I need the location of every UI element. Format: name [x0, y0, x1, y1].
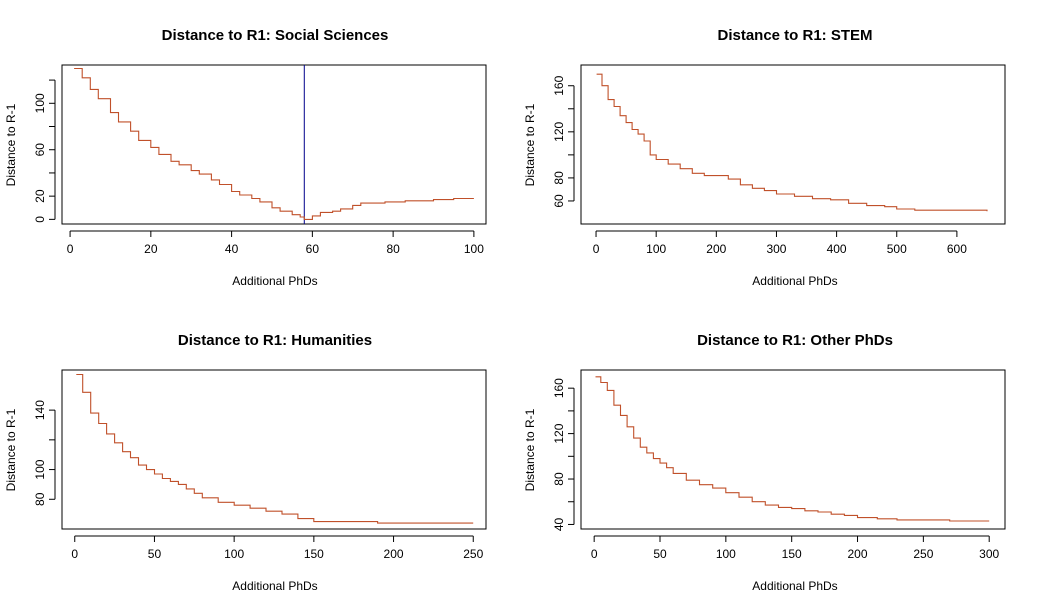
y-axis-label: Distance to R-1 [4, 408, 18, 491]
x-tick-label: 200 [384, 547, 404, 561]
x-tick-label: 0 [591, 547, 598, 561]
x-tick-label: 50 [653, 547, 667, 561]
chart-title: Distance to R1: STEM [717, 27, 872, 44]
x-tick-label: 100 [646, 242, 666, 256]
x-tick-label: 300 [766, 242, 786, 256]
y-tick-label: 120 [552, 121, 566, 141]
panel-stem: Distance to R1: STEM Additional PhDs Dis… [523, 27, 1006, 288]
x-tick-label: 100 [464, 242, 484, 256]
x-tick-label: 60 [306, 242, 320, 256]
chart-title: Distance to R1: Humanities [178, 332, 372, 349]
series-line [76, 373, 474, 524]
y-tick-label: 80 [33, 492, 47, 506]
series-line [595, 376, 990, 522]
x-tick-label: 0 [593, 242, 600, 256]
y-tick-label: 0 [33, 216, 47, 223]
x-tick-label: 400 [827, 242, 847, 256]
chart-title: Distance to R1: Other PhDs [697, 332, 893, 349]
x-tick-label: 40 [225, 242, 239, 256]
x-axis-label: Additional PhDs [752, 579, 837, 593]
y-tick-label: 40 [552, 517, 566, 531]
y-tick-label: 140 [33, 400, 47, 420]
y-tick-label: 100 [33, 459, 47, 479]
y-axis-label: Distance to R-1 [523, 408, 537, 491]
y-axis-label: Distance to R-1 [523, 103, 537, 186]
series-line [74, 67, 474, 220]
x-tick-label: 100 [716, 547, 736, 561]
x-tick-label: 200 [848, 547, 868, 561]
y-tick-label: 160 [552, 75, 566, 95]
chart-title: Distance to R1: Social Sciences [162, 27, 389, 44]
x-tick-label: 150 [304, 547, 324, 561]
panel-social-sciences: Distance to R1: Social Sciences Addition… [4, 27, 487, 288]
y-tick-label: 100 [33, 93, 47, 113]
y-tick-label: 20 [33, 189, 47, 203]
y-tick-label: 80 [552, 472, 566, 486]
x-tick-label: 300 [979, 547, 999, 561]
x-tick-label: 500 [887, 242, 907, 256]
x-tick-label: 50 [148, 547, 162, 561]
y-tick-label: 160 [552, 378, 566, 398]
y-tick-label: 60 [552, 194, 566, 208]
x-axis-label: Additional PhDs [752, 274, 837, 288]
x-tick-label: 100 [224, 547, 244, 561]
y-tick-label: 80 [552, 171, 566, 185]
x-tick-label: 150 [782, 547, 802, 561]
x-tick-label: 0 [67, 242, 74, 256]
x-tick-label: 0 [71, 547, 78, 561]
plot-frame [580, 64, 1006, 225]
plot-frame [61, 64, 487, 225]
plot-frame [61, 369, 487, 530]
x-tick-label: 80 [386, 242, 400, 256]
plot-frame [580, 369, 1006, 530]
x-axis-label: Additional PhDs [232, 274, 317, 288]
panel-other-phds: Distance to R1: Other PhDs Additional Ph… [523, 332, 1006, 593]
panel-humanities: Distance to R1: Humanities Additional Ph… [4, 332, 487, 593]
x-axis-label: Additional PhDs [232, 579, 317, 593]
y-tick-label: 60 [33, 143, 47, 157]
y-axis-label: Distance to R-1 [4, 103, 18, 186]
x-tick-label: 250 [913, 547, 933, 561]
x-tick-label: 20 [144, 242, 158, 256]
x-tick-label: 600 [947, 242, 967, 256]
x-tick-label: 250 [463, 547, 483, 561]
x-tick-label: 200 [706, 242, 726, 256]
series-line [596, 73, 988, 212]
y-tick-label: 120 [552, 423, 566, 443]
